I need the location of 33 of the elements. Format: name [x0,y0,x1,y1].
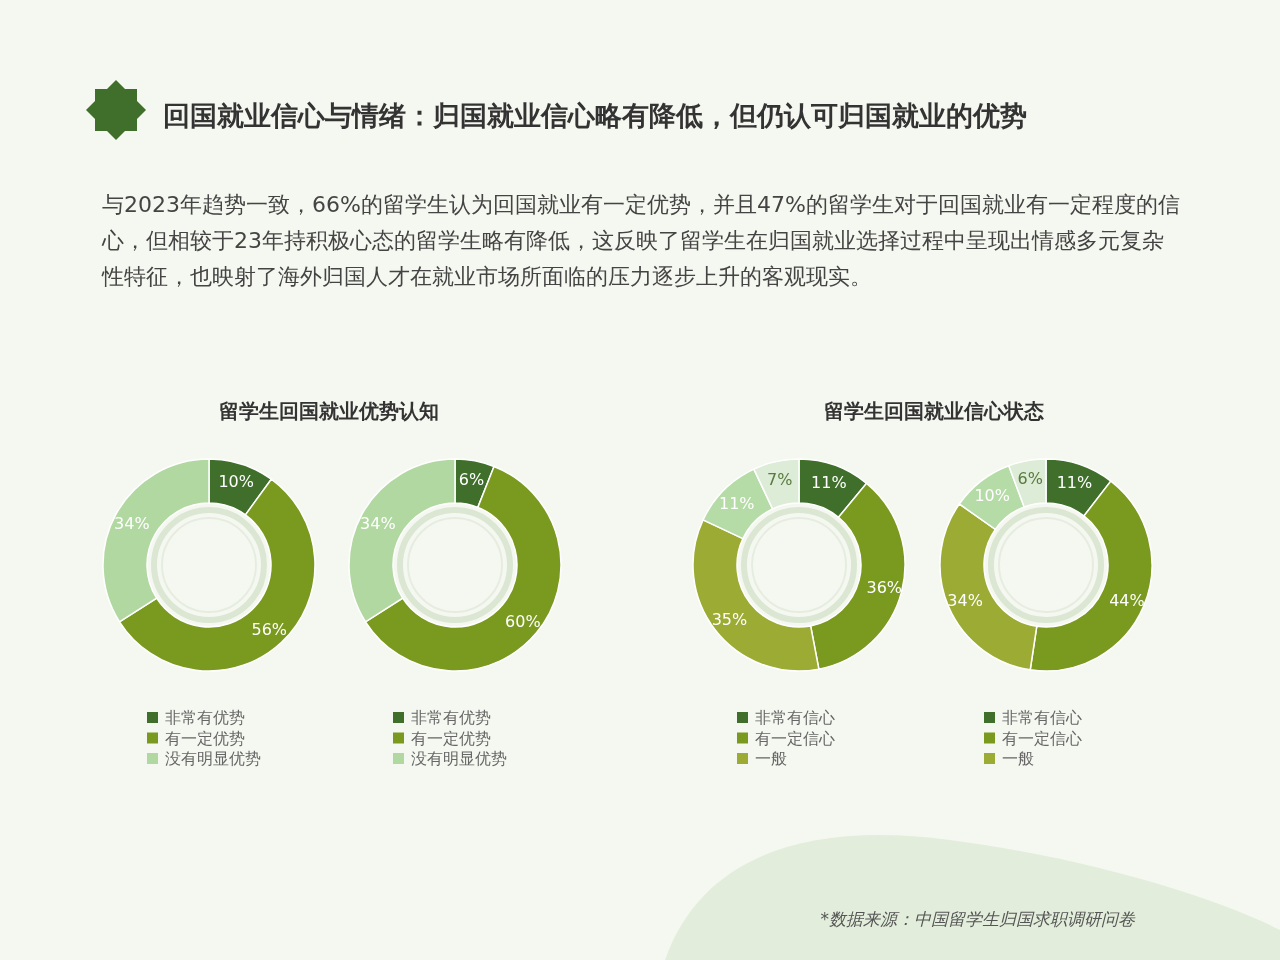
data-label: 10% [218,472,254,492]
legend-label: 有一定信心 [755,728,835,748]
legend-label: 有一定优势 [411,728,491,748]
text: 回国就业信心与情绪：归国就业信心略有降低，但仍认可归国就业的优势 [163,100,1027,131]
legend-label: 一般 [755,749,787,768]
legend-label: 非常有优势 [411,708,491,727]
data-label: 34% [947,590,983,610]
chart-title: 留学生回国就业优势认知 [219,399,439,423]
data-label: 10% [974,486,1010,506]
legend-label: 非常有信心 [755,708,835,727]
legend-label: 没有明显优势 [165,749,261,768]
data-label: 11% [811,473,847,493]
data-label: 44% [1109,590,1145,610]
data-label: 35% [711,609,748,629]
text: *数据来源：中国留学生归国求职调研问卷 [820,909,1136,929]
data-label: 60% [505,612,541,632]
legend-label: 有一定优势 [165,728,245,748]
legend-label: 非常有优势 [165,708,245,727]
data-label: 56% [251,620,288,640]
data-label: 7% [767,470,793,490]
data-label: 36% [866,577,903,597]
data-label: 34% [360,513,396,533]
data-label: 11% [718,493,755,513]
legend-label: 非常有信心 [1002,708,1082,727]
chart-title: 留学生回国就业信心状态 [824,399,1044,423]
legend-label: 一般 [1002,749,1034,768]
data-label: 11% [1056,472,1093,492]
text: 与2023年趋势一致，66%的留学生认为回国就业有一定优势，并且47%的留学生对于回国就业有一定程度的信心，但相较于23年持积极心态的留学生略有降低，这反映了留学生在归国就业选择过程中呈现出情感多元复杂性特征，也映射了海外归国人才在就业市场所面临的压力逐步上升的客观现实。 [101,192,1180,289]
data-label: 6% [458,469,485,489]
data-label: 34% [114,513,150,533]
legend-label: 没有明显优势 [411,749,507,768]
legend-label: 有一定信心 [1002,728,1082,748]
data-label: 6% [1017,469,1043,489]
